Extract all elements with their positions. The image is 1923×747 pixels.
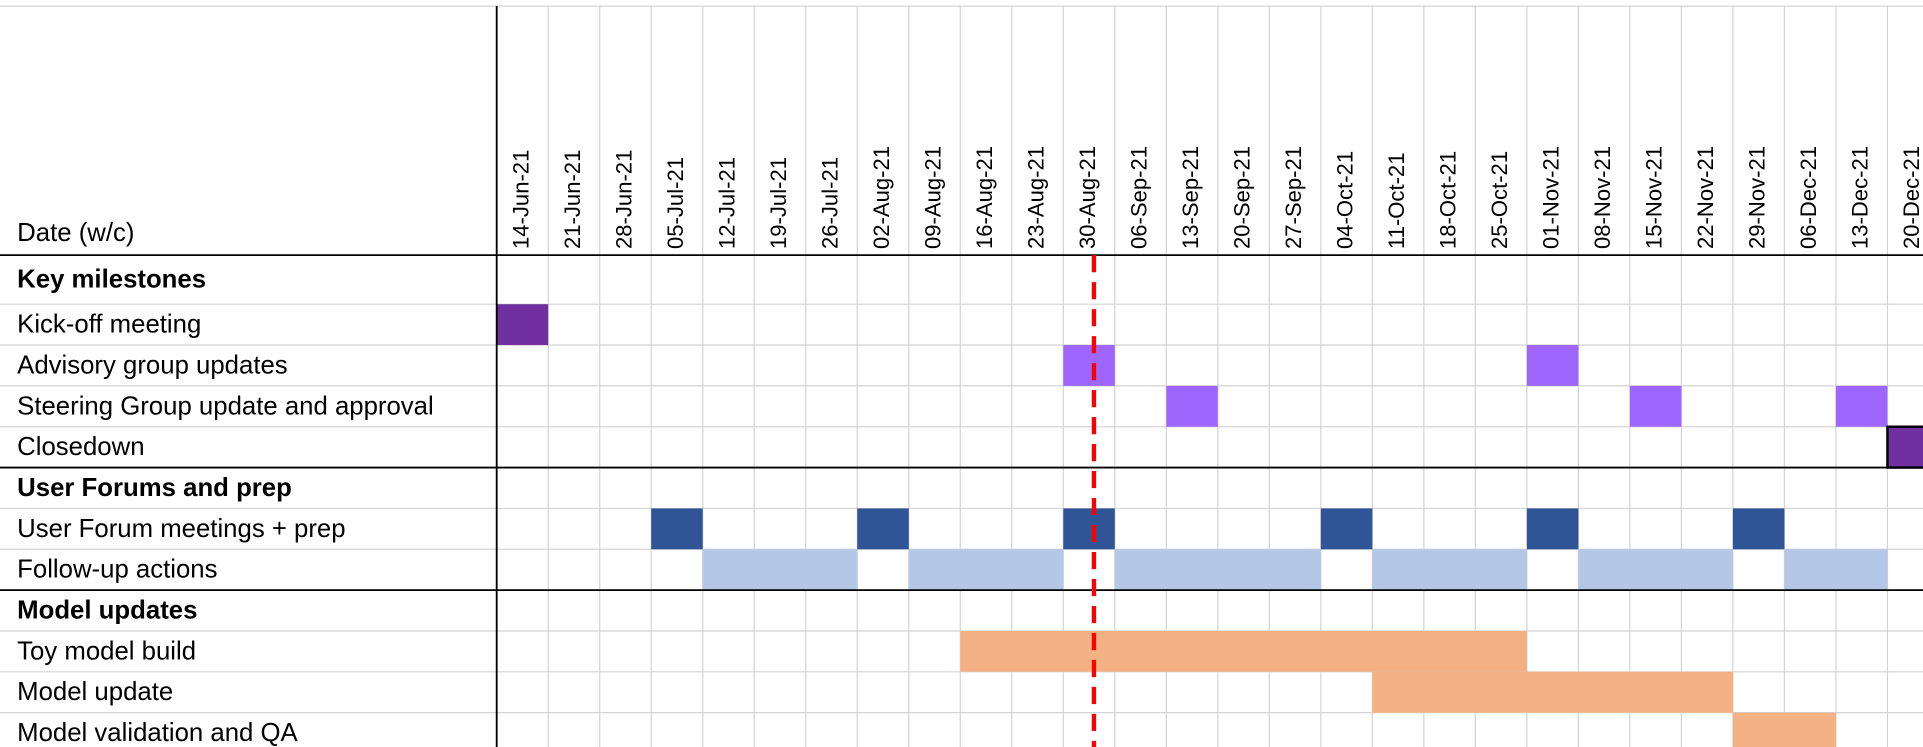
bar <box>702 549 858 591</box>
date-label: 27-Sep-21 <box>1281 146 1306 249</box>
date-label: 09-Aug-21 <box>920 146 945 249</box>
bar <box>908 549 1064 591</box>
date-label: 20-Dec-21 <box>1899 146 1923 249</box>
bar <box>1114 549 1321 591</box>
bar <box>1320 508 1373 550</box>
date-label: 28-Jun-21 <box>611 150 636 249</box>
date-label: 06-Dec-21 <box>1796 146 1821 249</box>
task-label: Closedown <box>17 433 144 461</box>
date-label: 12-Jul-21 <box>714 157 739 249</box>
bar <box>1063 508 1115 550</box>
date-label: 08-Nov-21 <box>1590 146 1615 249</box>
bar <box>857 508 909 550</box>
bar <box>496 304 549 346</box>
bar <box>1732 712 1836 747</box>
date-label: 30-Aug-21 <box>1075 146 1100 249</box>
task-label: Model validation and QA <box>17 719 298 747</box>
section-label: User Forums and prep <box>17 474 292 502</box>
date-label: 01-Nov-21 <box>1538 146 1563 249</box>
bar <box>960 630 1527 672</box>
task-label: Advisory group updates <box>17 351 288 379</box>
date-label: 23-Aug-21 <box>1023 146 1048 249</box>
date-label: 14-Jun-21 <box>508 150 533 249</box>
section-label: Key milestones <box>17 266 206 294</box>
date-label: 26-Jul-21 <box>817 157 842 249</box>
header-label: Date (w/c) <box>17 219 134 247</box>
task-label: Model update <box>17 678 173 706</box>
date-label: 22-Nov-21 <box>1693 146 1718 249</box>
date-label: 13-Sep-21 <box>1178 146 1203 249</box>
date-label: 13-Dec-21 <box>1848 146 1873 249</box>
date-label: 11-Oct-21 <box>1384 153 1409 249</box>
date-label: 19-Jul-21 <box>766 157 791 249</box>
bar <box>1372 671 1733 713</box>
bar <box>1732 508 1785 550</box>
bar <box>1784 549 1888 591</box>
date-label: 05-Jul-21 <box>663 157 688 249</box>
bar <box>1578 549 1733 591</box>
date-label: 29-Nov-21 <box>1744 146 1769 249</box>
bar <box>1629 385 1682 427</box>
date-label: 02-Aug-21 <box>869 146 894 249</box>
bar <box>1166 385 1218 427</box>
date-label: 21-Jun-21 <box>560 150 585 249</box>
date-label: 04-Oct-21 <box>1332 151 1357 249</box>
task-label: User Forum meetings + prep <box>17 515 345 543</box>
task-label: Steering Group update and approval <box>17 392 434 420</box>
date-label: 18-Oct-21 <box>1435 151 1460 249</box>
section-label: Model updates <box>17 597 197 625</box>
bar <box>1835 385 1888 427</box>
date-label: 20-Sep-21 <box>1229 146 1254 249</box>
date-label: 16-Aug-21 <box>972 146 997 249</box>
bar <box>1372 549 1527 591</box>
bar <box>1526 508 1579 550</box>
bar <box>1886 425 1923 469</box>
date-label: 06-Sep-21 <box>1126 146 1151 249</box>
bar <box>651 508 703 550</box>
task-label: Follow-up actions <box>17 556 217 584</box>
task-label: Toy model build <box>17 637 196 665</box>
bar <box>1063 345 1115 386</box>
bar <box>1526 345 1579 386</box>
date-label: 15-Nov-21 <box>1641 146 1666 249</box>
date-label: 25-Oct-21 <box>1487 151 1512 249</box>
task-label: Kick-off meeting <box>17 311 201 339</box>
